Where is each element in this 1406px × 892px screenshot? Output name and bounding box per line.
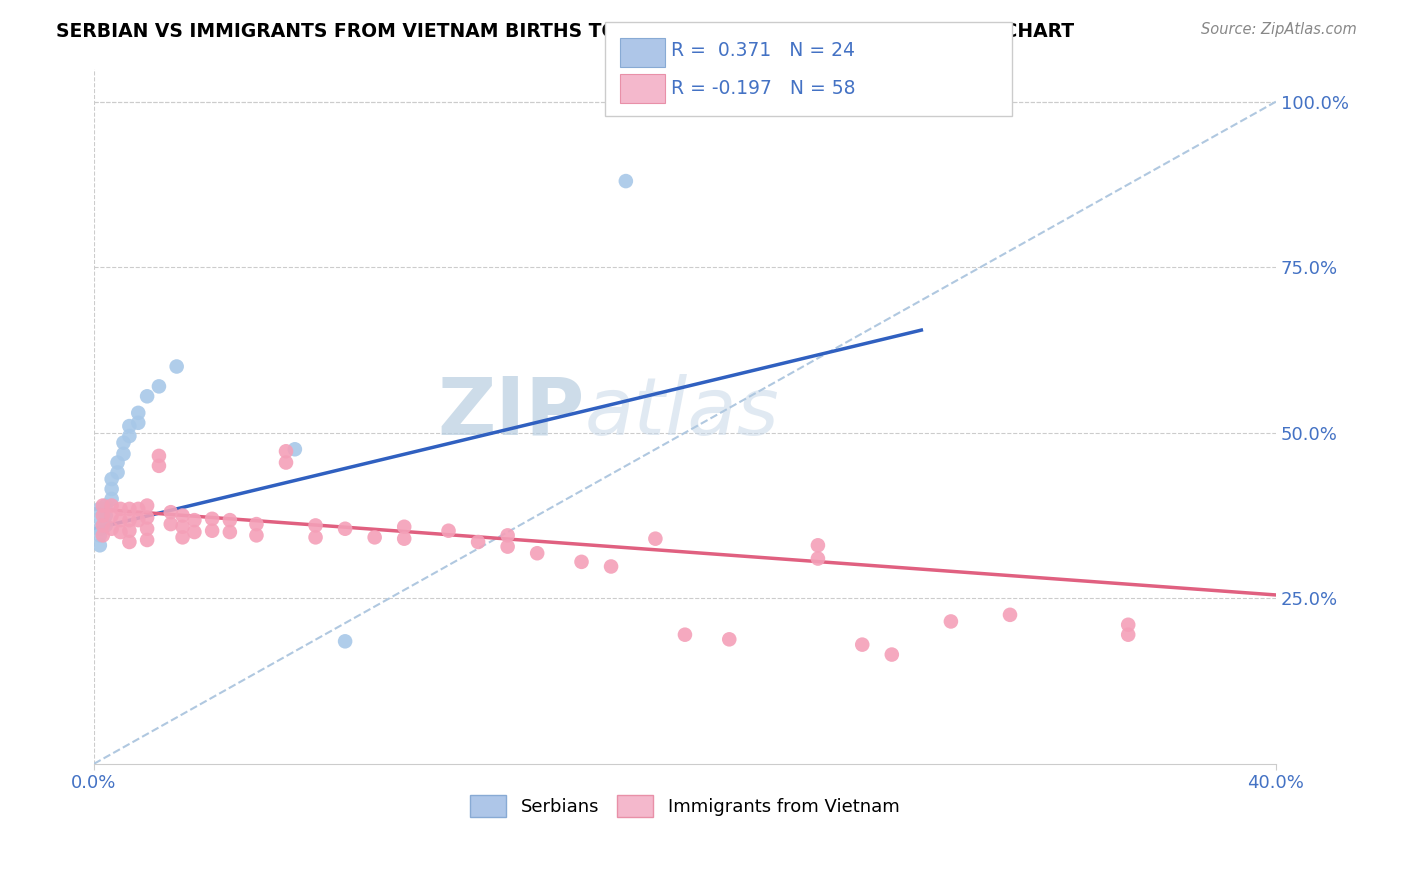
- Text: Source: ZipAtlas.com: Source: ZipAtlas.com: [1201, 22, 1357, 37]
- Point: [614, 174, 637, 188]
- Point: [94, 518, 117, 533]
- Point: [89, 522, 111, 536]
- Point: [127, 501, 149, 516]
- Point: [89, 512, 111, 526]
- Point: [127, 416, 149, 430]
- Point: [118, 419, 141, 434]
- Point: [107, 466, 129, 480]
- Point: [118, 501, 141, 516]
- Point: [136, 510, 159, 524]
- Point: [998, 607, 1021, 622]
- Point: [91, 528, 114, 542]
- Point: [110, 524, 132, 539]
- Point: [100, 482, 122, 496]
- Point: [136, 522, 159, 536]
- Text: SERBIAN VS IMMIGRANTS FROM VIETNAM BIRTHS TO UNMARRIED WOMEN CORRELATION CHART: SERBIAN VS IMMIGRANTS FROM VIETNAM BIRTH…: [56, 22, 1074, 41]
- Point: [201, 512, 224, 526]
- Point: [89, 538, 111, 552]
- Point: [91, 499, 114, 513]
- Point: [526, 546, 548, 560]
- Point: [201, 524, 224, 538]
- Point: [136, 389, 159, 403]
- Point: [110, 513, 132, 527]
- Point: [363, 530, 385, 544]
- Point: [718, 632, 741, 647]
- Point: [100, 499, 122, 513]
- Point: [437, 524, 460, 538]
- Point: [183, 524, 205, 539]
- Point: [218, 513, 240, 527]
- Point: [274, 444, 297, 458]
- Point: [807, 551, 830, 566]
- Point: [851, 638, 873, 652]
- Point: [392, 532, 415, 546]
- Point: [118, 535, 141, 549]
- Point: [333, 522, 356, 536]
- Point: [274, 456, 297, 470]
- Point: [118, 429, 141, 443]
- Point: [118, 524, 141, 538]
- Point: [571, 555, 593, 569]
- Point: [136, 499, 159, 513]
- Text: atlas: atlas: [585, 374, 779, 451]
- Point: [136, 533, 159, 547]
- Point: [172, 530, 194, 544]
- Point: [467, 535, 489, 549]
- Text: ZIP: ZIP: [437, 374, 585, 451]
- Point: [304, 518, 326, 533]
- Point: [100, 522, 122, 536]
- Point: [94, 499, 117, 513]
- Point: [284, 442, 307, 457]
- Point: [245, 528, 267, 542]
- Point: [110, 501, 132, 516]
- Point: [172, 520, 194, 534]
- Point: [148, 449, 170, 463]
- Point: [166, 359, 188, 374]
- Point: [100, 508, 122, 523]
- Point: [159, 505, 181, 519]
- Point: [100, 472, 122, 486]
- Point: [333, 634, 356, 648]
- Point: [496, 540, 519, 554]
- Point: [807, 538, 830, 552]
- Point: [1116, 617, 1139, 632]
- Point: [127, 406, 149, 420]
- Point: [1116, 628, 1139, 642]
- Point: [91, 508, 114, 523]
- Point: [100, 491, 122, 506]
- Point: [112, 435, 135, 450]
- Text: R = -0.197   N = 58: R = -0.197 N = 58: [671, 79, 855, 98]
- Point: [94, 508, 117, 523]
- Point: [304, 530, 326, 544]
- Point: [112, 447, 135, 461]
- Point: [91, 518, 114, 533]
- Point: [245, 517, 267, 532]
- Point: [600, 559, 623, 574]
- Point: [159, 517, 181, 532]
- Point: [496, 528, 519, 542]
- Point: [148, 458, 170, 473]
- Point: [644, 532, 666, 546]
- Point: [172, 508, 194, 523]
- Point: [107, 456, 129, 470]
- Point: [148, 379, 170, 393]
- Point: [880, 648, 903, 662]
- Point: [673, 628, 696, 642]
- Point: [392, 520, 415, 534]
- Text: R =  0.371   N = 24: R = 0.371 N = 24: [671, 41, 855, 60]
- Legend: Serbians, Immigrants from Vietnam: Serbians, Immigrants from Vietnam: [463, 788, 907, 824]
- Point: [183, 513, 205, 527]
- Point: [89, 501, 111, 516]
- Point: [939, 615, 962, 629]
- Point: [218, 524, 240, 539]
- Point: [118, 513, 141, 527]
- Point: [127, 513, 149, 527]
- Point: [89, 528, 111, 542]
